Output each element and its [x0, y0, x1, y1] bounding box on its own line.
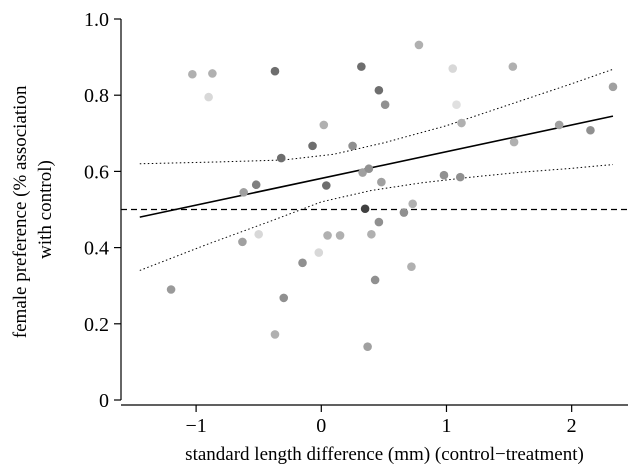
data-point	[323, 231, 332, 240]
data-point	[239, 188, 248, 197]
data-point	[238, 237, 247, 247]
data-point	[251, 180, 261, 190]
data-point	[377, 177, 386, 187]
data-point	[414, 40, 424, 50]
data-point	[166, 285, 176, 294]
regression-line	[139, 115, 614, 218]
y-tick-label: 0	[99, 390, 109, 412]
axes-layer	[120, 19, 628, 406]
y-axis-title-line-1: female preference (% association	[10, 85, 31, 338]
data-point	[586, 125, 595, 135]
data-point	[319, 120, 329, 130]
data-points-layer	[166, 40, 618, 351]
y-axis-title-line-2: with control)	[35, 160, 56, 259]
data-point	[457, 118, 466, 128]
y-axis-title: female preference (% association with co…	[10, 81, 56, 338]
data-point	[208, 69, 217, 78]
data-point	[188, 69, 197, 79]
data-point	[399, 208, 409, 217]
data-point	[364, 164, 374, 174]
y-tick-label: 0.2	[84, 314, 109, 336]
data-point	[360, 204, 370, 214]
data-point	[554, 120, 564, 130]
x-tick-label: 2	[567, 415, 577, 437]
y-tick-label: 1.0	[84, 9, 109, 31]
y-tick-label: 0.4	[84, 238, 109, 260]
x-tick-label: −1	[185, 415, 206, 437]
y-tick-label: 0.6	[84, 161, 109, 183]
data-point	[452, 100, 461, 110]
data-point	[270, 66, 280, 76]
x-tick-label: 0	[316, 415, 326, 437]
fit-lines-layer	[121, 68, 628, 271]
data-point	[374, 217, 384, 227]
data-point	[348, 141, 357, 151]
data-point	[439, 170, 449, 180]
data-point	[204, 92, 213, 102]
data-point	[276, 153, 286, 163]
data-point	[367, 229, 376, 239]
data-point	[374, 85, 384, 95]
data-point	[335, 231, 345, 240]
confidence-band-upper	[139, 68, 614, 165]
data-point	[608, 82, 618, 92]
data-point	[370, 275, 380, 285]
data-point	[358, 168, 367, 177]
data-point	[279, 293, 289, 303]
data-point	[270, 330, 280, 339]
data-point	[298, 258, 307, 268]
data-point	[509, 137, 519, 147]
data-point	[508, 62, 518, 71]
data-point	[314, 248, 324, 257]
confidence-band-lower	[139, 164, 614, 271]
data-point	[254, 229, 264, 239]
data-point	[363, 342, 372, 351]
data-point	[407, 262, 416, 271]
data-point	[322, 181, 331, 190]
data-point	[308, 141, 317, 151]
data-point	[380, 100, 390, 110]
data-point	[408, 199, 417, 209]
data-point	[357, 62, 366, 71]
x-tick-label: 1	[441, 415, 451, 437]
ticks-layer: 0 0.2 0.4 0.6 0.8 1.0 −1 0 1 2	[84, 9, 577, 437]
data-point	[455, 172, 465, 182]
y-tick-label: 0.8	[84, 85, 109, 107]
data-point	[448, 64, 458, 73]
x-axis-title: standard length difference (mm) (control…	[185, 444, 584, 464]
